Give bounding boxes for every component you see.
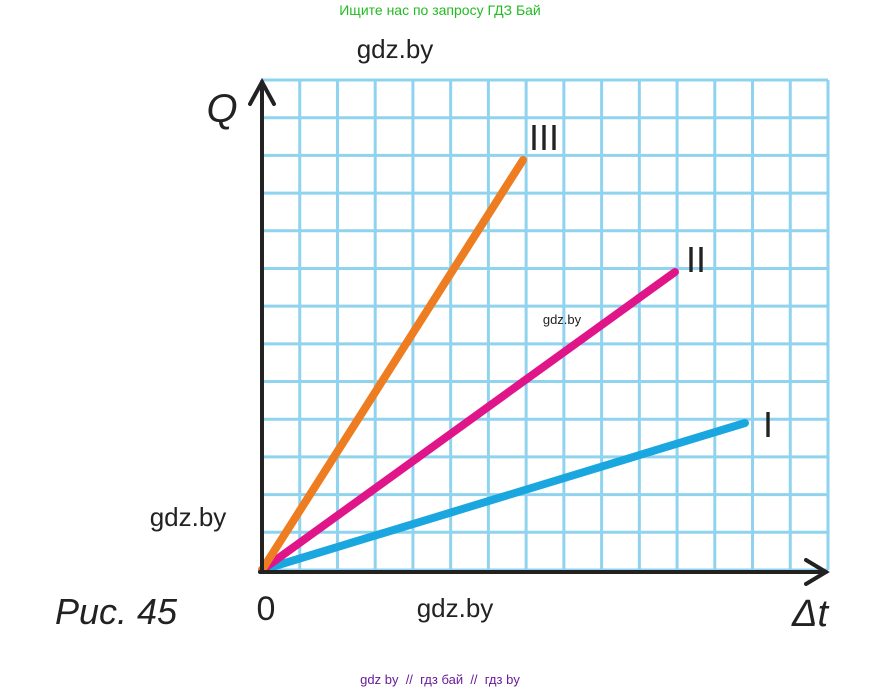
line-iii: [258, 156, 527, 574]
line-label: I: [763, 404, 773, 445]
caption: Рис. 45: [55, 591, 178, 632]
x-axis-label: Δt: [791, 593, 829, 635]
axes: [248, 77, 830, 586]
line-label: II: [686, 239, 706, 280]
y-axis-label: Q: [206, 87, 237, 131]
watermark: gdz.by: [417, 593, 494, 623]
line-i: [258, 419, 749, 574]
line-label: III: [529, 117, 559, 158]
footer: gdz by // гдз бай // гдз by: [360, 672, 520, 687]
search-hint: Ищите нас по запросу ГДЗ Бай: [339, 2, 541, 18]
line-ii: [258, 268, 679, 574]
grid: [260, 78, 830, 572]
watermark: gdz.by: [543, 312, 582, 327]
watermark: gdz.by: [150, 502, 227, 532]
origin-label: 0: [257, 590, 276, 628]
watermark: gdz.by: [357, 34, 434, 64]
